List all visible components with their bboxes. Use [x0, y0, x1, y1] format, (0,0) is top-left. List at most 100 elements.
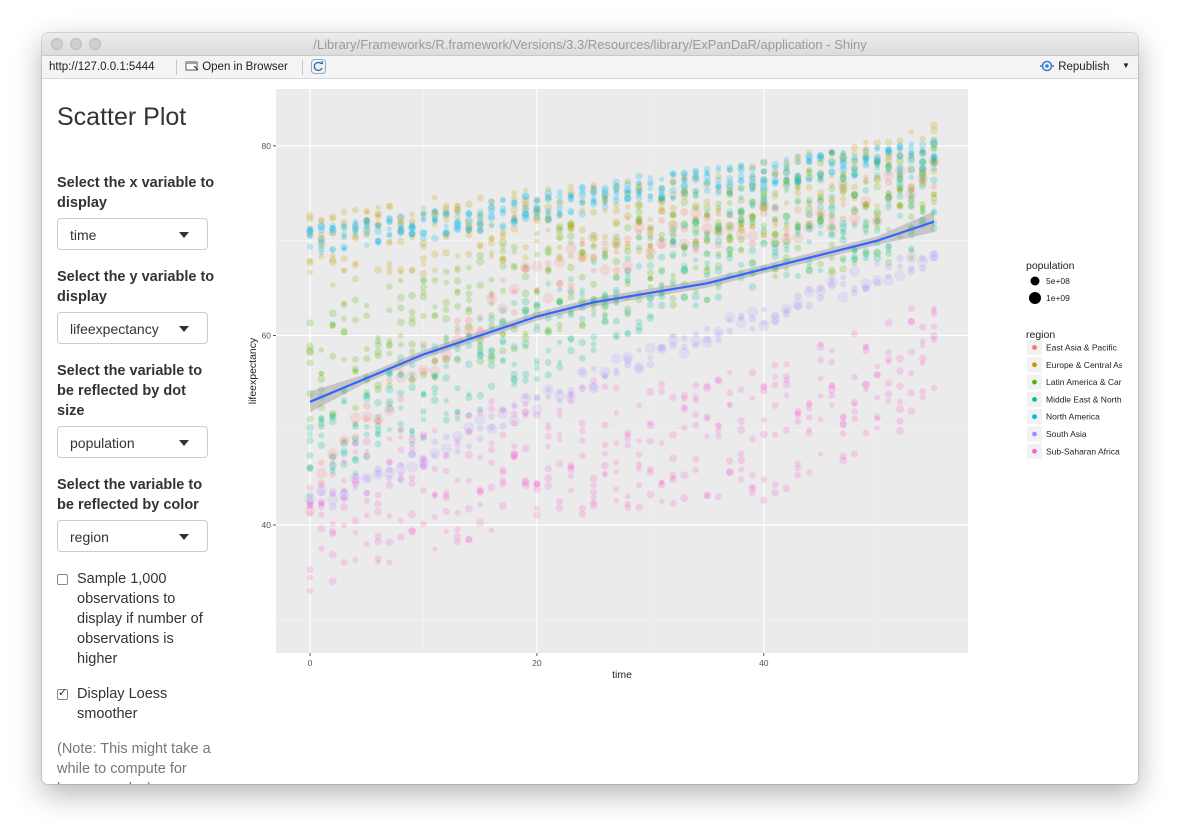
data-point — [862, 201, 869, 208]
data-point — [771, 318, 779, 326]
data-point — [817, 210, 824, 218]
data-point — [521, 334, 530, 342]
data-point — [918, 164, 927, 173]
sample-checkbox[interactable] — [57, 574, 68, 585]
x-variable-select[interactable]: time — [57, 218, 208, 250]
data-point — [850, 169, 859, 177]
data-point — [703, 178, 711, 186]
data-point — [340, 224, 348, 232]
data-point — [329, 229, 337, 237]
data-point — [883, 169, 895, 181]
republish-dropdown-icon[interactable]: ▼ — [1122, 61, 1130, 70]
data-point — [465, 232, 472, 239]
data-point — [431, 276, 439, 284]
data-point — [908, 174, 915, 181]
data-point — [715, 250, 722, 257]
data-point — [748, 198, 757, 207]
data-point — [896, 174, 904, 183]
data-point — [466, 391, 472, 397]
data-point — [817, 356, 824, 364]
close-window-button[interactable] — [51, 38, 63, 50]
data-point — [837, 179, 849, 191]
data-point — [658, 479, 665, 485]
data-point — [385, 202, 394, 211]
data-point — [806, 177, 812, 184]
zoom-window-button[interactable] — [89, 38, 101, 50]
app-content: Scatter Plot Select the x variable to di… — [42, 79, 1138, 784]
data-point — [658, 343, 665, 351]
data-point — [793, 205, 802, 214]
open-browser-button[interactable]: Open in Browser — [185, 60, 288, 73]
data-point — [885, 193, 893, 201]
data-point — [363, 355, 371, 363]
data-point — [816, 216, 825, 225]
minimize-window-button[interactable] — [70, 38, 82, 50]
data-point — [670, 238, 676, 245]
data-point — [476, 518, 485, 527]
data-point — [884, 149, 893, 157]
data-point — [556, 286, 563, 293]
data-point — [839, 174, 847, 182]
y-variable-select[interactable]: lifeexpectancy — [57, 312, 208, 344]
data-point — [306, 465, 314, 473]
data-point — [826, 276, 838, 288]
chevron-down-icon — [179, 326, 189, 332]
data-point — [363, 217, 371, 225]
data-point — [647, 275, 654, 282]
data-point — [477, 454, 484, 461]
data-point — [556, 211, 563, 218]
data-point — [386, 202, 393, 209]
data-point — [431, 452, 438, 459]
data-point — [920, 342, 926, 349]
data-point — [738, 163, 744, 169]
data-point — [635, 201, 643, 210]
data-point — [352, 356, 359, 363]
data-point — [669, 295, 677, 302]
data-point — [704, 266, 710, 272]
data-point — [576, 366, 588, 378]
data-point — [591, 307, 597, 313]
data-point — [317, 524, 326, 533]
data-point — [465, 412, 473, 420]
data-point — [590, 346, 597, 354]
data-point — [511, 361, 518, 368]
republish-button[interactable]: Republish — [1039, 60, 1109, 73]
data-point — [884, 194, 893, 202]
data-point — [907, 183, 916, 192]
data-point — [692, 239, 700, 247]
data-point — [726, 250, 733, 257]
data-point — [533, 213, 541, 220]
size-variable-select[interactable]: population — [57, 426, 208, 458]
color-variable-select[interactable]: region — [57, 520, 208, 552]
data-point — [896, 185, 904, 192]
data-point — [419, 430, 428, 439]
data-point — [386, 269, 393, 276]
data-point — [749, 200, 756, 207]
data-point — [340, 447, 348, 455]
data-point — [907, 407, 916, 416]
data-point — [511, 201, 517, 208]
data-point — [919, 175, 926, 182]
data-point — [534, 287, 540, 294]
data-point — [386, 218, 393, 225]
data-point — [612, 183, 621, 192]
data-point — [680, 494, 689, 503]
data-point — [443, 335, 450, 342]
refresh-button[interactable] — [311, 59, 326, 77]
data-point — [443, 338, 449, 345]
data-point — [556, 431, 563, 437]
data-point — [383, 404, 395, 416]
data-point — [772, 231, 779, 238]
data-point — [635, 194, 643, 202]
data-point — [534, 238, 540, 244]
data-point — [860, 277, 872, 289]
data-point — [908, 193, 915, 200]
loess-checkbox[interactable]: ✓ — [57, 687, 68, 700]
data-point — [680, 405, 689, 413]
data-point — [931, 191, 937, 198]
x-tick-label: 40 — [759, 658, 769, 668]
data-point — [417, 364, 429, 376]
data-point — [726, 402, 733, 409]
data-point — [737, 208, 746, 217]
data-point — [783, 165, 790, 172]
